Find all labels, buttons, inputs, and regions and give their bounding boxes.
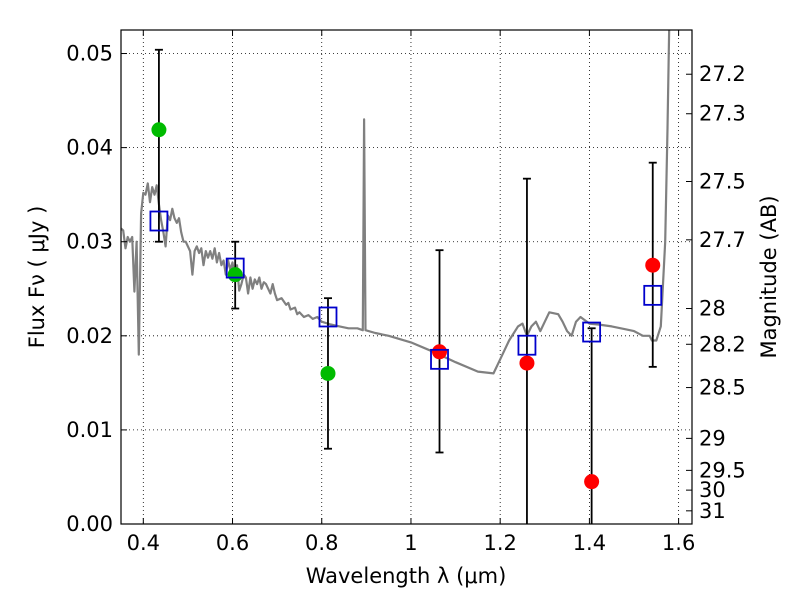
y2-tick-label: 27.2: [699, 62, 746, 86]
x-tick-label: 1.6: [662, 531, 695, 555]
y2-tick-label: 28.2: [699, 332, 746, 356]
y2-tick-label: 29: [699, 426, 726, 450]
data-point-circle: [320, 365, 336, 381]
y-axis-title: Flux Fν ( μJy ): [25, 206, 49, 349]
y2-tick-label: 27.7: [699, 228, 746, 252]
y-tick-label: 0.04: [66, 136, 113, 160]
model-point-square: [430, 348, 449, 370]
y2-tick-label: 28: [699, 297, 726, 321]
x-tick-label: 1.4: [573, 531, 606, 555]
y2-tick-label: 28.5: [699, 376, 746, 400]
plot-frame: [120, 29, 693, 525]
tick-layer: 0.4 0.6 0.8 1 1.2 1.4 1.6 0.00 0.01 0.02 0.03 0.04 0…: [66, 30, 746, 555]
x-tick-label: 0.4: [127, 531, 160, 555]
y2-tick-label: 29.5: [699, 458, 746, 482]
y-tick-label: 0.00: [66, 512, 113, 536]
model-point-square: [517, 334, 537, 356]
y2-tick-label: 27.3: [699, 102, 746, 126]
y2-tick-label: 31: [699, 499, 726, 523]
x-tick-label: 0.6: [216, 531, 249, 555]
x-tick-label: 1: [404, 531, 417, 555]
plot-background: [121, 30, 692, 524]
model-point-square: [318, 306, 338, 328]
y2-axis-title: Magnitude (AB): [757, 195, 781, 358]
model-point-square: [225, 257, 245, 279]
x-tick-label: 0.8: [305, 531, 338, 555]
model-point-square: [582, 321, 602, 343]
data-point-circle: [227, 267, 243, 283]
y2-tick-label: 30: [699, 478, 726, 502]
data-point-circle: [151, 122, 167, 138]
y-tick-label: 0.05: [66, 42, 113, 66]
model-point-square: [643, 284, 663, 306]
y2-tick-label: 27.5: [699, 169, 746, 193]
model-point-square: [149, 210, 169, 232]
marker-layer: [149, 122, 663, 490]
y-tick-label: 0.02: [66, 324, 113, 348]
data-point-circle: [432, 344, 448, 360]
data-point-circle: [645, 257, 661, 273]
data-point-circle: [519, 355, 535, 371]
x-tick-label: 1.2: [483, 531, 516, 555]
x-axis-title: Wavelength λ (μm): [306, 564, 507, 588]
y-tick-label: 0.03: [66, 230, 113, 254]
data-point-circle: [584, 474, 600, 490]
y-tick-label: 0.01: [66, 418, 113, 442]
